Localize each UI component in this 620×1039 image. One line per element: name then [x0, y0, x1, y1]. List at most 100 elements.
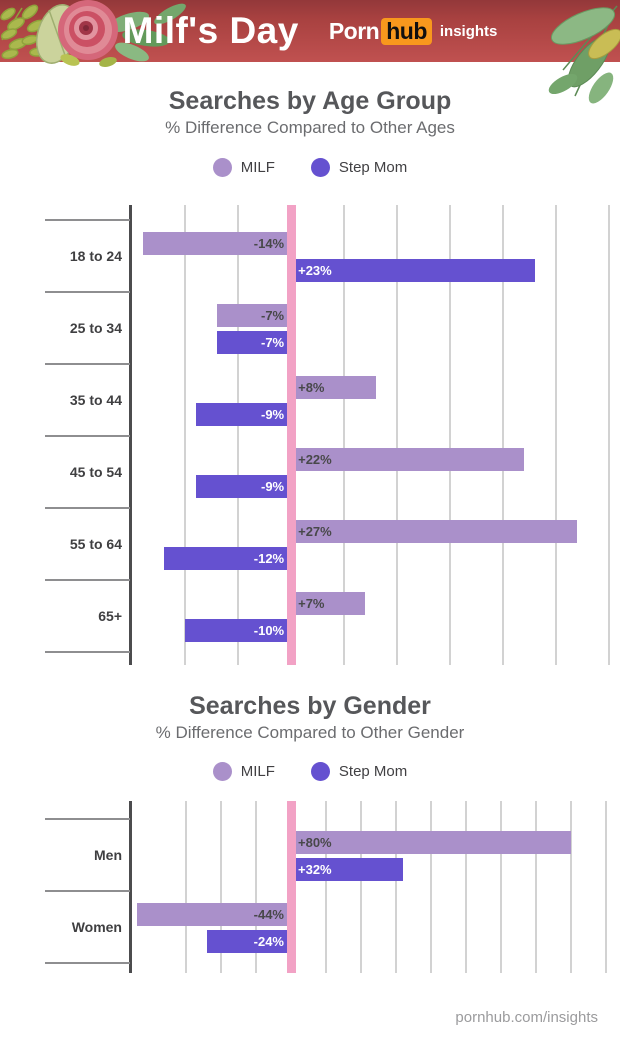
bar-value-label: +7%: [298, 596, 325, 611]
category-label: 55 to 64: [69, 536, 122, 552]
row-boundary-tick: [45, 435, 130, 437]
row-boundary-tick: [45, 651, 130, 653]
gridline: [343, 205, 346, 665]
category-label: 65+: [98, 608, 122, 624]
gridline: [605, 801, 607, 973]
bar-milf: [291, 520, 578, 543]
gridline: [500, 801, 502, 973]
row-boundary-tick: [45, 291, 130, 293]
y-axis-line: [128, 205, 132, 665]
gender-chart-section: Searches by Gender % Difference Compared…: [0, 691, 620, 973]
row-boundary-tick: [45, 219, 130, 221]
gridline: [360, 801, 362, 973]
legend-label-stepmom: Step Mom: [338, 762, 408, 780]
logo-porn-text: Porn: [328, 17, 380, 44]
gridline: [608, 205, 611, 665]
category-label: Women: [71, 919, 122, 935]
row-boundary-tick: [45, 962, 130, 964]
gridline: [396, 205, 399, 665]
pornhub-insights-logo: Porn hub insights: [328, 17, 498, 45]
category-label: 45 to 54: [69, 464, 122, 480]
header-banner: Milf's Day Porn hub insights: [0, 0, 620, 104]
row-boundary-tick: [45, 890, 130, 892]
bar-milf: [216, 304, 292, 327]
bar-value-label: -44%: [253, 907, 284, 922]
bar-milf: [291, 592, 366, 615]
footer-link: pornhub.com/insights: [455, 1009, 598, 1026]
bar-value-label: -10%: [253, 623, 285, 638]
age-chart-plot: 18 to 24 -14% +23% 25 to 34 -7% -7% 35 to 44 +8…: [0, 205, 620, 665]
bar-stepmom: [185, 619, 292, 642]
legend-item-stepmom: Step Mom: [310, 157, 408, 177]
bar-value-label: -9%: [261, 407, 285, 422]
bar-value-label: +32%: [298, 862, 332, 877]
bar-milf: [291, 376, 376, 399]
gridline: [555, 205, 558, 665]
bar-stepmom: [291, 858, 403, 881]
category-label: 25 to 34: [69, 320, 122, 336]
bar-value-label: +23%: [298, 263, 332, 278]
category-label: Men: [94, 847, 122, 863]
bar-milf: [142, 232, 292, 255]
gridline: [255, 801, 257, 973]
stepmom-legend-dot-icon: [310, 761, 330, 781]
zero-axis-line: [286, 801, 296, 973]
gridline: [237, 205, 240, 665]
legend-item-stepmom: Step Mom: [310, 761, 408, 781]
category-label: 18 to 24: [69, 248, 122, 264]
bar-stepmom: [195, 475, 292, 498]
bar-value-label: -7%: [261, 335, 285, 350]
gender-chart-legend: MILF Step Mom: [0, 761, 620, 781]
milf-legend-dot-icon: [212, 157, 232, 177]
bar-value-label: +27%: [298, 524, 332, 539]
logo-insights-text: insights: [439, 22, 498, 40]
row-boundary-tick: [45, 507, 130, 509]
bar-value-label: -24%: [253, 934, 284, 949]
bar-stepmom: [195, 403, 292, 426]
bar-stepmom: [291, 259, 535, 282]
gridline: [570, 801, 572, 973]
age-chart-legend: MILF Step Mom: [0, 157, 620, 177]
gridline: [184, 205, 187, 665]
legend-item-milf: MILF: [212, 761, 275, 781]
gridline: [220, 801, 222, 973]
row-boundary-tick: [45, 579, 130, 581]
stepmom-legend-dot-icon: [310, 157, 330, 177]
bar-milf: [137, 903, 291, 926]
bar-value-label: +80%: [298, 835, 332, 850]
gender-chart-title: Searches by Gender: [189, 692, 431, 720]
gridline: [465, 801, 467, 973]
bar-stepmom: [163, 547, 292, 570]
row-boundary-tick: [45, 363, 130, 365]
bar-stepmom: [216, 331, 292, 354]
bar-value-label: -14%: [253, 236, 285, 251]
bar-value-label: +8%: [298, 380, 325, 395]
legend-label-milf: MILF: [240, 762, 275, 780]
gender-chart-plot: Men +80% +32% Women -44% -24%: [0, 801, 620, 973]
legend-label-milf: MILF: [240, 158, 275, 176]
age-chart-subtitle: % Difference Compared to Other Ages: [165, 118, 455, 137]
header-content: Milf's Day Porn hub insights: [0, 0, 620, 62]
bar-stepmom: [207, 930, 291, 953]
age-chart-section: Searches by Age Group % Difference Compa…: [0, 86, 620, 665]
gridline: [502, 205, 505, 665]
bar-milf: [291, 831, 571, 854]
gridline: [430, 801, 432, 973]
logo-hub-badge: hub: [381, 17, 432, 45]
age-chart-title: Searches by Age Group: [168, 87, 452, 115]
gridline: [325, 801, 327, 973]
bar-value-label: +22%: [298, 452, 332, 467]
zero-axis-line: [286, 205, 296, 665]
bar-milf: [291, 448, 525, 471]
gridline: [185, 801, 187, 973]
legend-item-milf: MILF: [212, 157, 275, 177]
bar-value-label: -7%: [261, 308, 285, 323]
category-label: 35 to 44: [69, 392, 122, 408]
legend-label-stepmom: Step Mom: [338, 158, 408, 176]
bar-value-label: -9%: [261, 479, 285, 494]
gridline: [535, 801, 537, 973]
milf-legend-dot-icon: [212, 761, 232, 781]
row-boundary-tick: [45, 818, 130, 820]
gridline: [449, 205, 452, 665]
